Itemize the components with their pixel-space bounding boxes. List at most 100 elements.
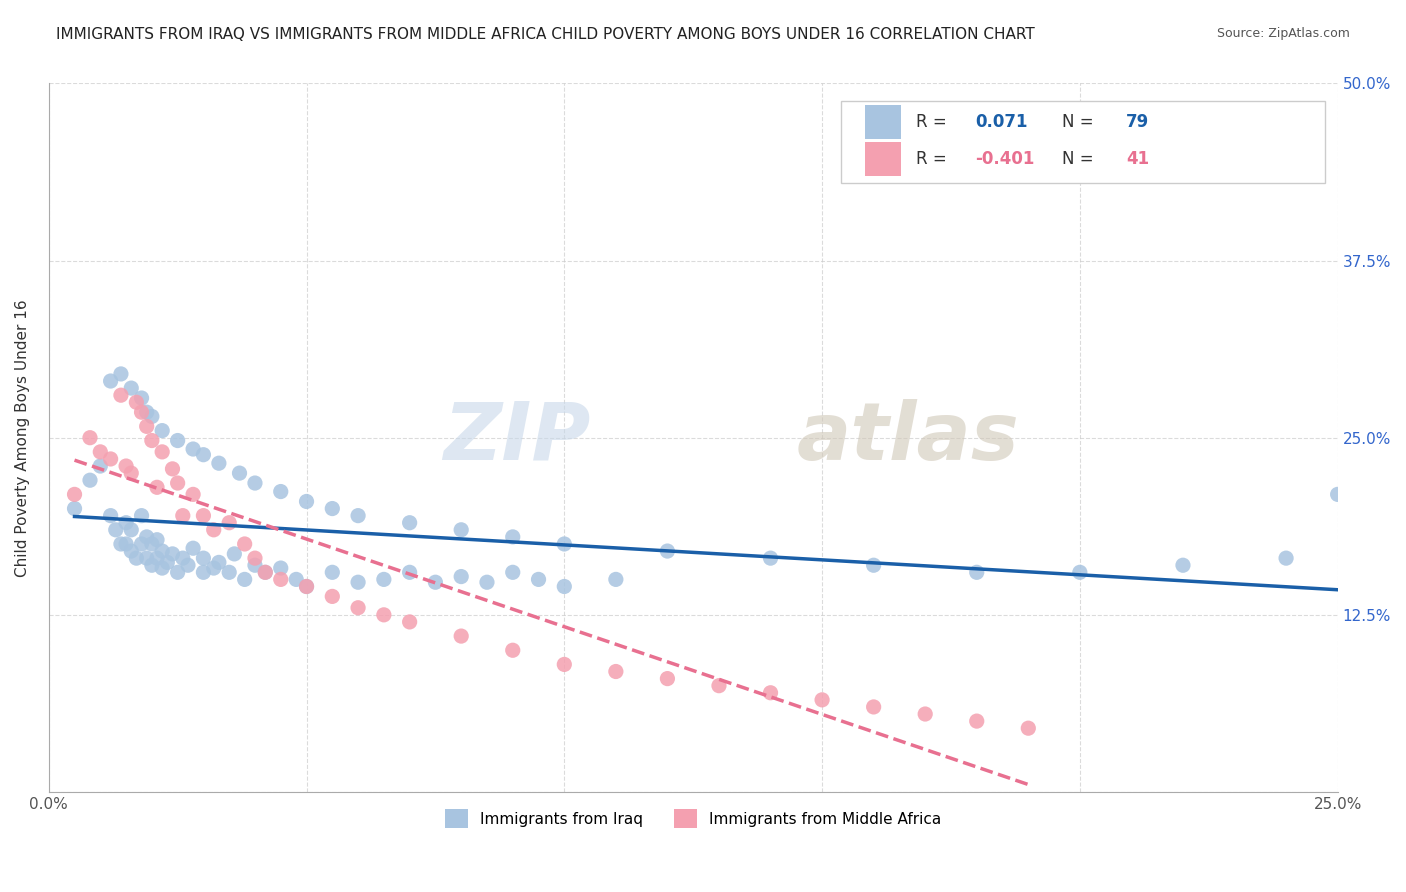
Y-axis label: Child Poverty Among Boys Under 16: Child Poverty Among Boys Under 16 [15,299,30,576]
Point [862,558,884,573]
Point [193,448,215,462]
Point [553,657,575,672]
Point [347,508,370,523]
Point [120,466,142,480]
Point [162,462,184,476]
Point [120,544,142,558]
Point [166,566,188,580]
Point [1275,551,1298,566]
Point [156,555,179,569]
Point [347,575,370,590]
Point [450,569,472,583]
Text: 79: 79 [1126,113,1150,131]
Text: Source: ZipAtlas.com: Source: ZipAtlas.com [1216,27,1350,40]
Point [100,508,122,523]
Point [502,566,524,580]
Point [141,558,163,573]
Point [110,537,132,551]
Point [135,419,157,434]
Point [966,714,988,728]
Point [166,476,188,491]
Point [270,484,292,499]
Point [224,547,246,561]
Point [166,434,188,448]
Point [141,537,163,551]
Point [131,405,153,419]
Point [450,523,472,537]
Point [120,523,142,537]
Point [208,456,231,470]
FancyBboxPatch shape [865,105,901,139]
Point [398,615,420,629]
Point [527,573,550,587]
Point [202,523,225,537]
Point [1017,721,1039,735]
Point [135,530,157,544]
Point [89,458,111,473]
Point [79,431,101,445]
Point [125,551,148,566]
Point [104,523,127,537]
Point [285,573,308,587]
FancyBboxPatch shape [865,142,901,177]
Point [120,381,142,395]
Point [270,573,292,587]
Point [243,551,266,566]
Point [553,537,575,551]
Point [1326,487,1348,501]
Point [110,388,132,402]
Point [63,487,86,501]
Point [233,573,256,587]
Point [605,665,627,679]
Point [243,476,266,491]
Point [321,566,343,580]
FancyBboxPatch shape [841,101,1324,183]
Point [966,566,988,580]
Point [208,555,231,569]
Point [141,434,163,448]
Point [657,672,679,686]
Point [181,442,204,456]
Point [146,533,169,547]
Point [150,424,173,438]
Point [759,686,782,700]
Point [100,374,122,388]
Point [502,530,524,544]
Point [150,445,173,459]
Point [110,367,132,381]
Text: atlas: atlas [796,399,1019,476]
Point [146,480,169,494]
Point [502,643,524,657]
Point [553,579,575,593]
Point [131,537,153,551]
Point [141,409,163,424]
Point [218,516,240,530]
Point [193,566,215,580]
Point [759,551,782,566]
Point [657,544,679,558]
Point [475,575,498,590]
Point [135,551,157,566]
Point [150,544,173,558]
Point [218,566,240,580]
Point [181,487,204,501]
Text: R =: R = [917,113,952,131]
Point [243,558,266,573]
Point [1069,566,1091,580]
Point [1171,558,1194,573]
Point [172,551,194,566]
Point [125,395,148,409]
Point [605,573,627,587]
Point [131,391,153,405]
Point [181,541,204,556]
Text: 0.071: 0.071 [976,113,1028,131]
Point [79,473,101,487]
Legend: Immigrants from Iraq, Immigrants from Middle Africa: Immigrants from Iraq, Immigrants from Mi… [439,803,948,834]
Text: -0.401: -0.401 [976,150,1035,169]
Point [89,445,111,459]
Point [373,607,395,622]
Point [254,566,277,580]
Point [450,629,472,643]
Point [135,405,157,419]
Text: N =: N = [1062,113,1098,131]
